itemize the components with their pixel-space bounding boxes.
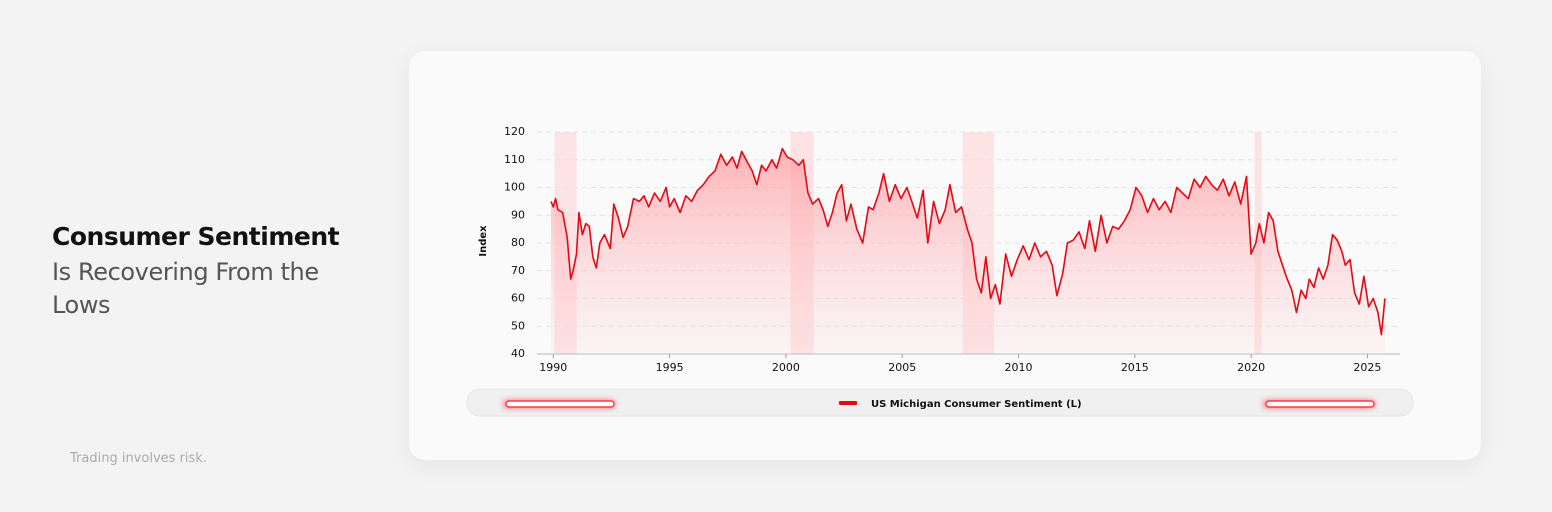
x-tick-label: 2000 [772, 361, 800, 374]
legend-label: US Michigan Consumer Sentiment (L) [871, 399, 1082, 410]
y-tick-label: 80 [511, 236, 525, 249]
x-tick-label: 1990 [539, 361, 567, 374]
y-tick-label: 60 [511, 292, 525, 305]
y-tick-label: 110 [504, 153, 525, 166]
x-tick-label: 2005 [888, 361, 916, 374]
x-tick-label: 1995 [656, 361, 684, 374]
title: Consumer Sentiment [52, 222, 340, 251]
line [550, 147, 1386, 336]
y-tick-label: 120 [504, 125, 525, 138]
y-tick-label: 40 [511, 347, 525, 360]
y-axis-label: Index [478, 225, 489, 257]
legend-bar [466, 388, 1414, 417]
range-handle[interactable] [1265, 400, 1375, 408]
y-tick-label: 100 [504, 181, 525, 194]
x-tick-label: 2010 [1005, 361, 1033, 374]
range-handle[interactable] [505, 400, 615, 408]
legend-swatch [839, 401, 857, 405]
y-tick-label: 90 [511, 208, 525, 221]
y-tick-label: 50 [511, 319, 525, 332]
area [551, 148, 1385, 354]
x-tick-label: 2020 [1237, 361, 1265, 374]
x-tick-label: 2025 [1353, 361, 1381, 374]
disclaimer: Trading involves risk. [70, 451, 207, 466]
subtitle: Is Recovering From the Lows [52, 258, 319, 319]
y-tick-label: 70 [511, 264, 525, 277]
x-tick-label: 2015 [1121, 361, 1149, 374]
